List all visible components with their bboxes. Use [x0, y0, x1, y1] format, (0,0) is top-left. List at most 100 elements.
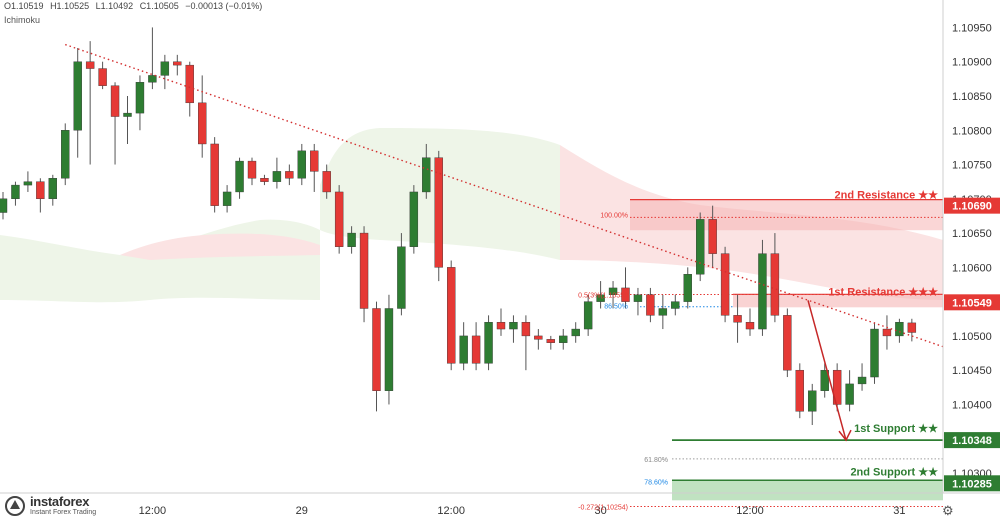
level-price-tag [944, 294, 1000, 311]
y-tick-label: 1.10600 [952, 262, 992, 274]
y-tick-label: 1.10650 [952, 228, 992, 240]
x-tick-label: 30 [594, 505, 606, 517]
candle-body [459, 335, 468, 364]
projection-arrow-head [838, 429, 852, 442]
candle-body [372, 308, 381, 391]
indicator-label[interactable]: Ichimoku [4, 15, 41, 25]
brand-tagline: Instant Forex Trading [30, 509, 97, 516]
x-tick-label: 29 [296, 505, 308, 517]
candle-body [633, 294, 643, 302]
candle-body [509, 321, 518, 330]
ohlc-open: O1.10519 [4, 1, 44, 11]
y-tick-label: 1.10800 [952, 125, 992, 137]
candle-body [471, 335, 481, 364]
candle-body [559, 335, 568, 343]
ichimoku-cloud-bull-left [0, 219, 320, 303]
candle-body [123, 112, 132, 117]
brand-logo: instaforex Instant Forex Trading [4, 493, 114, 519]
candle-body [110, 85, 120, 117]
ohlc-readout: O1.10519 H1.10525 L1.10492 C1.10505 −0.0… [4, 1, 266, 11]
level-price-tag-text: 1.10348 [952, 435, 992, 447]
level-name-label: 2nd Support ★★ [850, 466, 938, 478]
fib-label: 78.60% [644, 479, 668, 486]
candle-body [795, 369, 804, 412]
y-tick-label: 1.10850 [952, 91, 992, 103]
support-zone-2 [672, 480, 943, 501]
candle-body [683, 274, 692, 302]
level-price-tag [944, 475, 1000, 492]
candle-body [359, 232, 369, 309]
candle-body [832, 369, 842, 405]
candle-body [758, 253, 767, 330]
candle-body [422, 157, 431, 193]
candle-body [808, 390, 817, 412]
level-price-tag [944, 432, 1000, 449]
fib-label: -0.272(1.10254) [578, 505, 628, 512]
candle-body [347, 232, 356, 247]
candle-body [783, 315, 792, 371]
candle-body [334, 191, 344, 247]
candle-body [210, 143, 219, 206]
brand-name: instaforex [30, 494, 90, 509]
candle-body [608, 287, 618, 295]
level-name-label: 1st Support ★★ [854, 423, 938, 435]
x-tick-label: 12:00 [139, 505, 167, 517]
level-price-tag-text: 1.10285 [952, 478, 992, 490]
fib-label: 61.80% [644, 457, 668, 464]
x-tick-label: 12:00 [437, 505, 465, 517]
candle-body [770, 253, 780, 316]
candle-body [484, 321, 493, 364]
resistance-zone-2 [630, 199, 943, 231]
candle-body [696, 219, 705, 275]
candle-body [135, 82, 145, 114]
y-tick-label: 1.10450 [952, 365, 992, 377]
candle-body [247, 160, 257, 179]
logo-icon [5, 496, 25, 516]
candle-body [384, 308, 394, 391]
candle-body [447, 267, 456, 364]
ohlc-high: H1.10525 [50, 1, 90, 11]
x-tick-label: 12:00 [736, 505, 764, 517]
candle-body [496, 321, 506, 330]
level-name-label: 2nd Resistance ★★ [835, 190, 939, 202]
candle-body [160, 61, 170, 76]
candle-body [409, 191, 419, 247]
candle-body [98, 68, 107, 86]
candle-body [73, 61, 82, 131]
candle-body [708, 219, 717, 254]
ohlc-close: C1.10505 [139, 1, 179, 11]
candle-body [310, 150, 319, 172]
candle-body [222, 191, 232, 206]
candle-body [658, 308, 668, 316]
candle-body [23, 181, 33, 186]
gear-icon[interactable]: ⚙ [942, 503, 954, 518]
candle-body [36, 181, 45, 200]
candle-body [546, 339, 555, 343]
y-tick-label: 1.10950 [952, 22, 992, 34]
candle-body [583, 301, 593, 330]
candle-body [596, 294, 605, 302]
candle-body [297, 150, 306, 179]
y-tick-label: 1.10400 [952, 399, 992, 411]
candle-body [197, 102, 207, 145]
candle-body [85, 61, 95, 69]
candle-body [11, 184, 20, 200]
candle-body [720, 253, 730, 316]
candle-body [845, 383, 854, 405]
candle-body [434, 157, 443, 268]
candle-body [397, 246, 406, 309]
candle-body [745, 321, 755, 330]
candle-body [571, 328, 580, 337]
candle-body [671, 301, 680, 309]
ohlc-change: −0.00013 (−0.01%) [185, 1, 263, 11]
candle-body [882, 328, 892, 337]
candle-body [857, 376, 867, 385]
level-price-tag-text: 1.10549 [952, 297, 992, 309]
level-price-tag-text: 1.10690 [952, 201, 992, 213]
candle-body [907, 322, 917, 333]
candle-body [173, 61, 182, 66]
fib-label: 100.00% [600, 212, 628, 219]
candle-body [534, 335, 543, 340]
